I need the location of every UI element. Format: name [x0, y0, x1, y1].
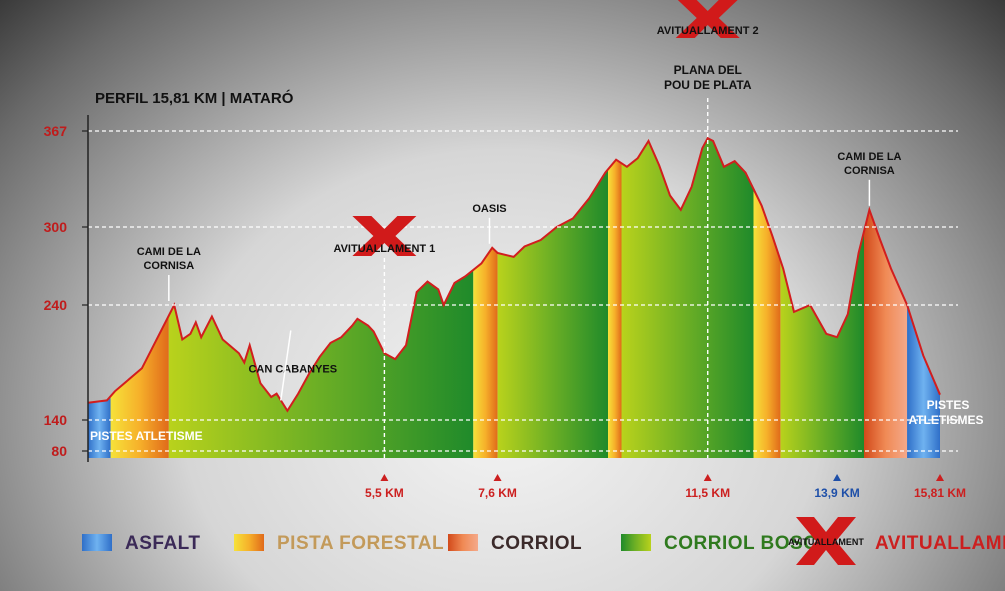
legend-swatch-bosc [621, 534, 651, 551]
annotation-leader [280, 330, 292, 401]
surface-band [168, 138, 474, 458]
y-tick-label: 300 [44, 219, 68, 235]
surface-band [110, 138, 169, 458]
annotation-label: CORNISA [143, 260, 194, 272]
legend-item-asfalt: ASFALT [82, 533, 200, 554]
y-tick-label: 240 [44, 297, 68, 313]
avituallament-logo: AVITUALLAMENT [788, 517, 864, 565]
km-marker-triangle [936, 474, 944, 481]
km-marker-label: 11,5 KM [685, 486, 730, 500]
km-markers: 5,5 KM 7,6 KM 11,5 KM 13,9 KM 15,81 KM [365, 474, 966, 500]
annotation-label: CAMI DE LA [137, 246, 201, 258]
surface-band [608, 138, 622, 458]
y-tick-label: 140 [44, 412, 68, 428]
annotation-label: CAMI DE LA [837, 151, 901, 163]
x-mark-icon [675, 0, 740, 38]
km-marker-triangle [703, 474, 712, 481]
km-marker-label: 15,81 KM [914, 486, 966, 500]
aid-station-logo [675, 0, 740, 38]
chart-title: PERFIL 15,81 KM | MATARÓ [95, 89, 294, 107]
legend-swatch-asfalt [82, 534, 112, 551]
km-marker-label: 13,9 KM [814, 486, 859, 500]
finish-label-line2: ATLETISMES [908, 413, 983, 427]
surface-band [497, 138, 609, 458]
finish-label-line1: PISTES [927, 398, 970, 412]
aid-station-label: AVITUALLAMENT 1 [333, 243, 435, 255]
finish-label: PISTES ATLETISMES [908, 398, 983, 427]
legend-label-avituallament: AVITUALLAMENT [875, 533, 1005, 554]
aid-stations: AVITUALLAMENT 1 AVITUALLAMENT 2 PLANA DELP… [333, 0, 759, 458]
legend-swatch-corriol [448, 534, 478, 551]
legend-label-pista: PISTA FORESTAL [277, 533, 444, 554]
legend-label-asfalt: ASFALT [125, 533, 200, 554]
annotation-label: CAN CABANYES [248, 364, 337, 376]
aid-station-place-label: PLANA DEL [674, 63, 742, 77]
gridlines [88, 130, 958, 452]
start-label-text: PISTES ATLETISME [90, 429, 203, 443]
aid-station-label: AVITUALLAMENT 2 [657, 25, 759, 37]
legend-item-pista-forestal: PISTA FORESTAL [234, 533, 444, 554]
legend-swatch-pista [234, 534, 264, 551]
km-marker-triangle [493, 474, 502, 481]
km-marker-label: 5,5 KM [365, 486, 404, 500]
legend-item-corriol-bosc: CORRIOL BOSC [621, 533, 817, 554]
surface-band [88, 138, 111, 458]
start-label: PISTES ATLETISME [90, 429, 203, 443]
legend-label-bosc: CORRIOL BOSC [664, 533, 817, 554]
surface-bands [88, 138, 940, 458]
legend: ASFALT PISTA FORESTAL CORRIOL CORRIOL BO… [82, 517, 1005, 565]
legend-label-corriol: CORRIOL [491, 533, 582, 554]
annotations: CAMI DE LA CORNISA CAN CABANYES OASIS CAMI D… [137, 151, 902, 401]
legend-item-avituallament: AVITUALLAMENT AVITUALLAMENT [788, 517, 1005, 565]
annotation-label: OASIS [472, 203, 506, 215]
km-marker-triangle [380, 474, 389, 481]
elevation-line [87, 136, 941, 413]
annotation-label: CORNISA [844, 165, 895, 177]
aid-station-place-label: POU DE PLATA [664, 78, 752, 92]
km-marker-label: 7,6 KM [478, 486, 517, 500]
x-mark-icon [352, 216, 417, 256]
svg-text:AVITUALLAMENT: AVITUALLAMENT [788, 537, 864, 547]
surface-band [473, 138, 498, 458]
aid-station-logo [352, 216, 417, 256]
y-tick-label: 367 [44, 123, 68, 139]
km-marker-triangle [833, 474, 842, 481]
legend-item-corriol: CORRIOL [448, 533, 582, 554]
y-axis: 80 140 240 300 367 [44, 115, 89, 462]
surface-band [753, 138, 781, 458]
y-tick-label: 80 [51, 443, 67, 459]
